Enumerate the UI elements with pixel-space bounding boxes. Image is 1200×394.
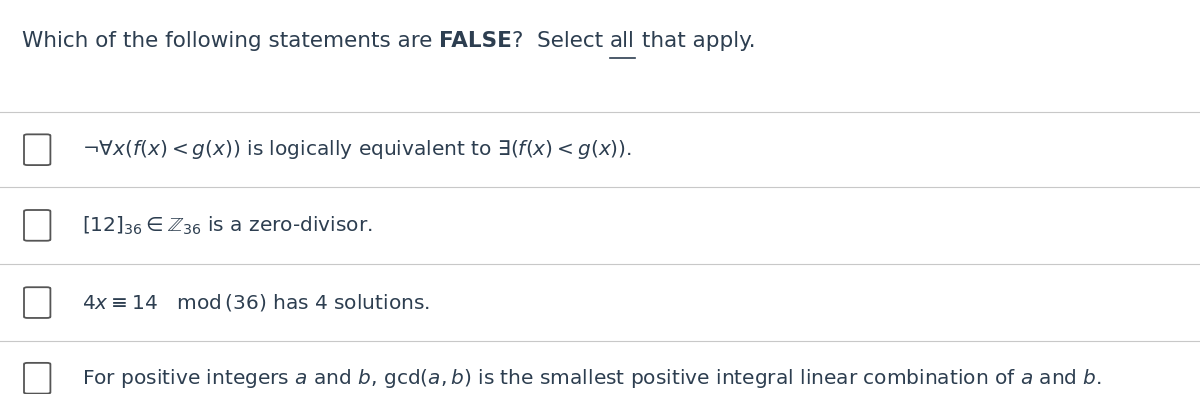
Text: For positive integers $a$ and $b$, $\mathrm{gcd}(a, b)$ is the smallest positive: For positive integers $a$ and $b$, $\mat…: [82, 367, 1102, 390]
Text: that apply.: that apply.: [635, 32, 755, 51]
Text: $\neg\forall x(f(x) < g(x))$ is logically equivalent to $\exists(f(x) < g(x))$.: $\neg\forall x(f(x) < g(x))$ is logicall…: [82, 138, 631, 161]
Text: $[12]_{36} \in \mathbb{Z}_{36}$ is a zero-divisor.: $[12]_{36} \in \mathbb{Z}_{36}$ is a zer…: [82, 214, 372, 236]
Text: Which of the following statements are: Which of the following statements are: [22, 32, 439, 51]
Text: ?  Select: ? Select: [511, 32, 610, 51]
Text: all: all: [610, 32, 635, 51]
Text: FALSE: FALSE: [439, 32, 511, 51]
Text: $4x \equiv 14 \quad \mathrm{mod}\,(36)$ has 4 solutions.: $4x \equiv 14 \quad \mathrm{mod}\,(36)$ …: [82, 292, 430, 313]
